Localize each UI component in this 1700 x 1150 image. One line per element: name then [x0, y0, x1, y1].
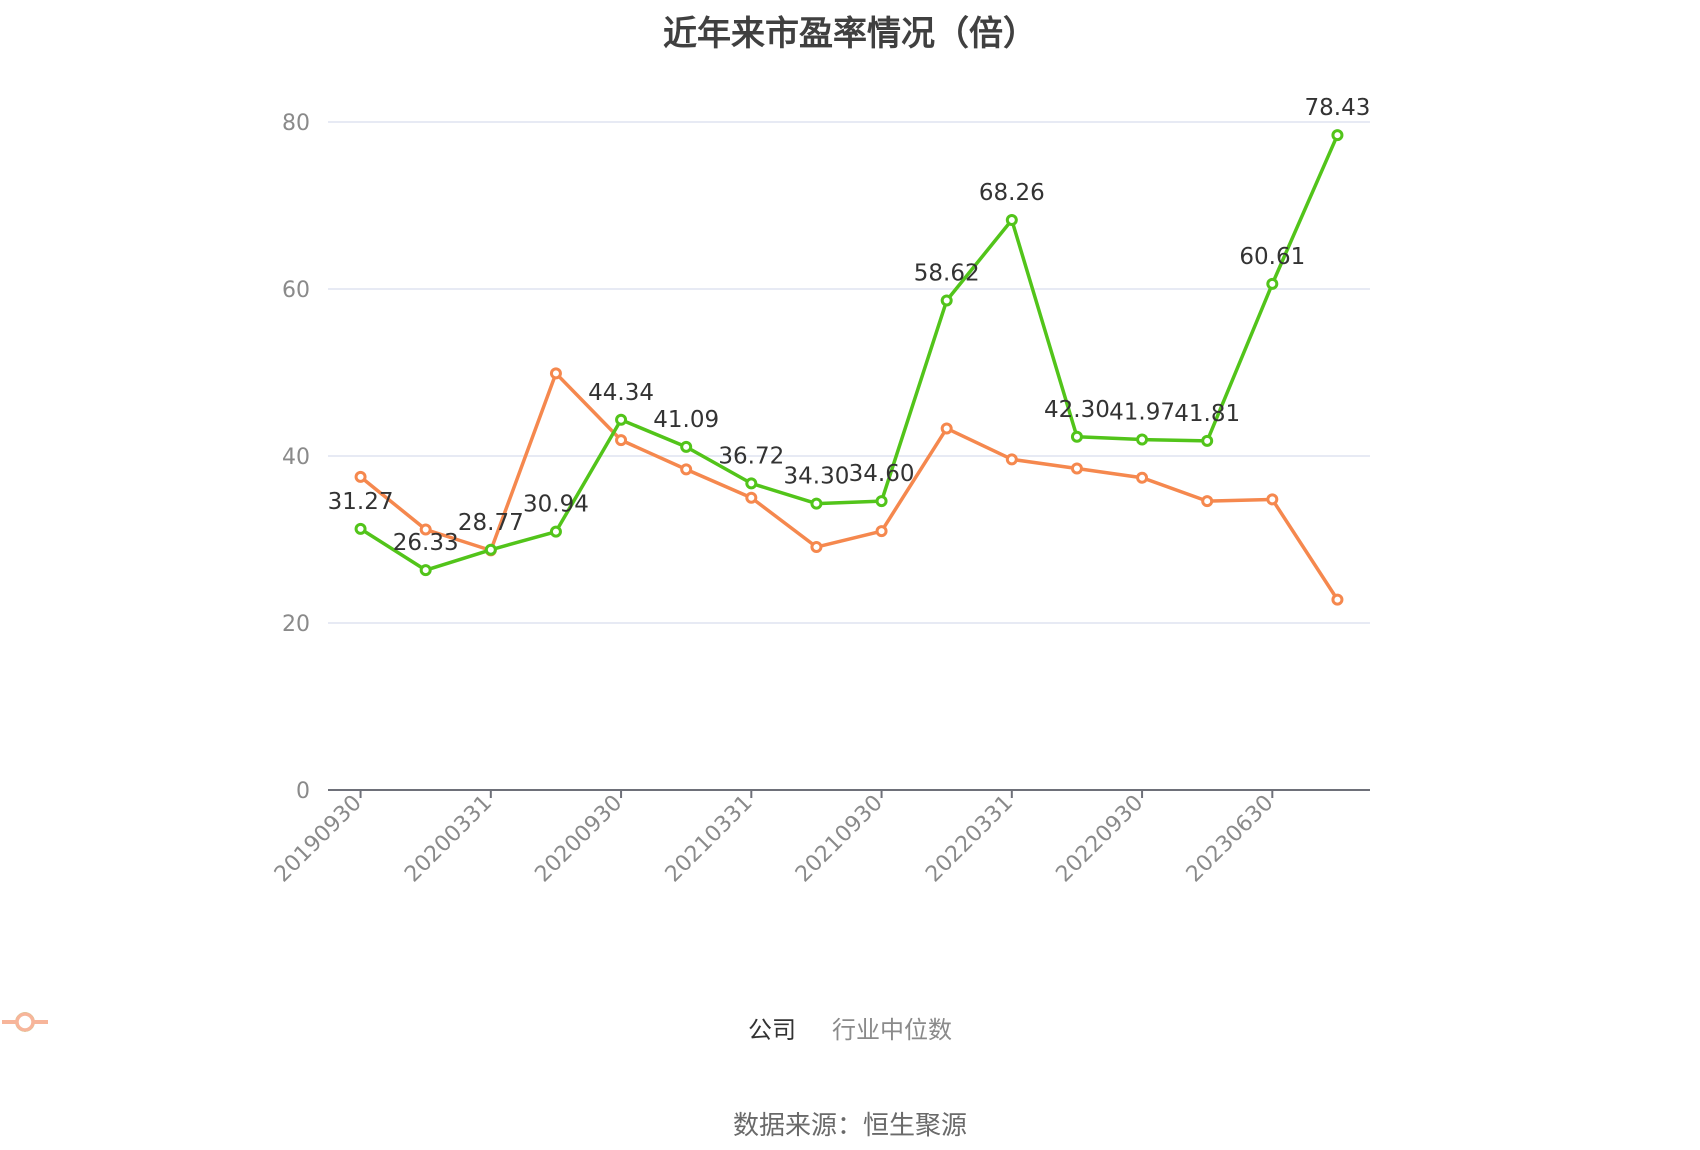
data-point-company: [940, 294, 953, 307]
data-label-company: 78.43: [1305, 95, 1371, 121]
data-point-industry-median: [745, 491, 758, 504]
data-point-company: [549, 525, 562, 538]
data-point-company: [1201, 434, 1214, 447]
data-point-company: [1136, 433, 1149, 446]
x-tick-label: 20210930: [791, 791, 888, 888]
y-tick-label: 40: [282, 445, 310, 470]
legend-item-company[interactable]: 公司: [2, 1010, 796, 1045]
data-label-company: 58.62: [914, 261, 980, 287]
data-point-company: [354, 522, 367, 535]
data-point-company: [745, 477, 758, 490]
legend: 公司 行业中位数: [0, 1010, 1700, 1045]
data-label-company: 42.30: [1044, 397, 1110, 423]
data-label-company: 44.34: [588, 380, 654, 406]
x-tick-label: 20200930: [530, 791, 627, 888]
y-tick-label: 80: [282, 111, 310, 136]
data-label-company: 41.81: [1174, 401, 1240, 427]
data-label-company: 28.77: [458, 510, 524, 536]
data-point-industry-median: [1136, 471, 1149, 484]
x-tick-label: 20200331: [400, 791, 497, 888]
data-point-company: [1266, 277, 1279, 290]
data-label-company: 68.26: [979, 180, 1045, 206]
data-point-company: [810, 497, 823, 510]
y-tick-label: 60: [282, 278, 310, 303]
data-label-company: 60.61: [1239, 244, 1305, 270]
data-point-company: [1070, 430, 1083, 443]
series-line-company: [359, 134, 1340, 572]
data-point-company: [615, 413, 628, 426]
data-point-company: [1005, 214, 1018, 227]
data-label-company: 30.94: [523, 492, 589, 518]
series-line-industry-median: [359, 371, 1339, 601]
legend-line-marker-icon: [2, 1012, 48, 1032]
data-source-note: 数据来源：恒生聚源: [732, 1111, 967, 1141]
data-label-company: 41.97: [1109, 400, 1175, 426]
data-point-industry-median: [419, 523, 432, 536]
x-tick-label: 20230630: [1182, 791, 1279, 888]
x-tick-label: 20220930: [1051, 791, 1148, 888]
data-point-company: [419, 564, 432, 577]
legend-label-industry-median: 行业中位数: [832, 1016, 952, 1044]
data-point-industry-median: [1005, 453, 1018, 466]
legend-item-industry-median[interactable]: 行业中位数: [2, 1010, 952, 1045]
data-point-industry-median: [1070, 462, 1083, 475]
data-label-company: 34.60: [849, 461, 915, 487]
data-point-industry-median: [810, 541, 823, 554]
data-point-company: [680, 440, 693, 453]
data-point-company: [1331, 129, 1344, 142]
data-label-company: 41.09: [653, 407, 719, 433]
data-point-industry-median: [615, 434, 628, 447]
data-label-company: 26.33: [393, 530, 459, 556]
data-label-company: 34.30: [784, 464, 850, 490]
data-point-industry-median: [940, 422, 953, 435]
data-point-industry-median: [875, 525, 888, 538]
data-point-industry-median: [1201, 495, 1214, 508]
data-point-industry-median: [354, 470, 367, 483]
legend-label-company: 公司: [748, 1016, 796, 1044]
data-point-company: [484, 543, 497, 556]
line-chart: 0 20 40 60 80 20190930 20200331 20200930 2021033…: [270, 95, 1371, 888]
x-tick-label: 20190930: [270, 791, 367, 888]
data-label-company: 36.72: [718, 443, 784, 469]
data-point-company: [875, 495, 888, 508]
chart-title: 近年来市盈率情况（倍）: [663, 14, 1037, 54]
data-point-industry-median: [549, 367, 562, 380]
x-tick-label: 20220331: [921, 791, 1018, 888]
y-tick-label: 20: [282, 612, 310, 637]
x-tick-label: 20210331: [661, 791, 758, 888]
data-point-industry-median: [1331, 593, 1344, 606]
y-tick-label: 0: [296, 779, 310, 804]
data-point-industry-median: [1266, 493, 1279, 506]
data-label-company: 31.27: [328, 489, 394, 515]
data-point-industry-median: [680, 463, 693, 476]
